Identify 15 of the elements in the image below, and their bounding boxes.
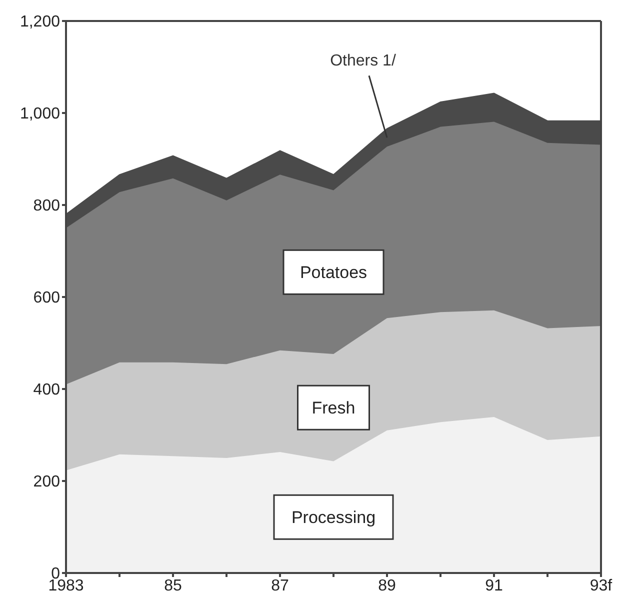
series-label: Fresh	[312, 398, 356, 418]
text: Others 1/	[330, 52, 396, 70]
x-tick-label: 91	[485, 577, 503, 594]
series-label: Potatoes	[300, 263, 368, 282]
x-tick-label: 87	[271, 577, 289, 594]
x-tick-label: 89	[378, 577, 396, 594]
y-tick-label: 1,000	[20, 106, 60, 123]
series-label: Processing	[291, 508, 376, 528]
y-tick-label: 400	[33, 382, 60, 399]
x-tick-label: 93f	[590, 577, 613, 594]
x-tick-label: 85	[164, 577, 182, 594]
y-tick-label: 200	[33, 474, 60, 491]
y-tick-label: 600	[33, 290, 60, 307]
y-tick-label: 1,200	[20, 14, 60, 31]
y-tick-label: 800	[33, 198, 60, 215]
